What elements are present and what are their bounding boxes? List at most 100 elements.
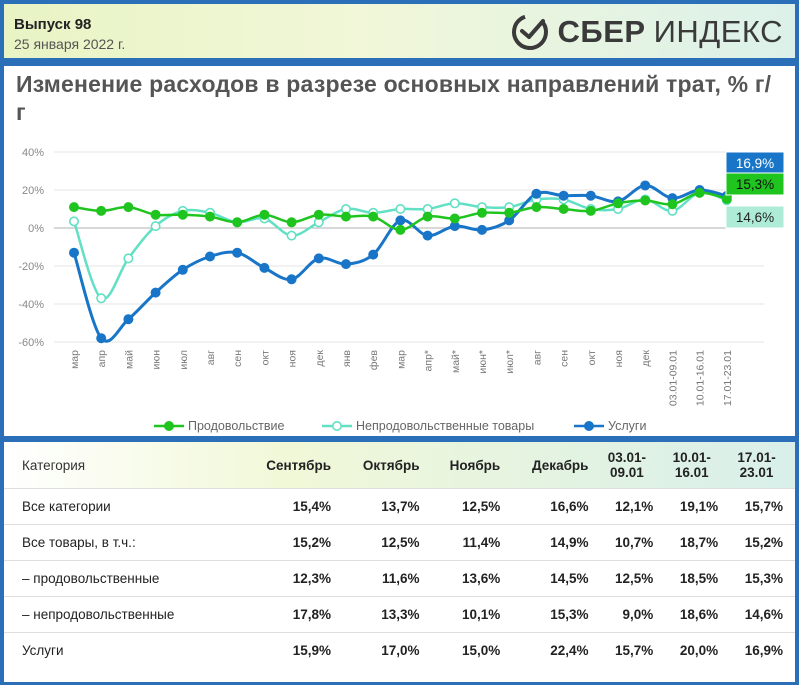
- x-tick-label: авг: [205, 350, 217, 365]
- data-point: [422, 230, 433, 241]
- data-point: [150, 209, 161, 220]
- y-tick-label: 0%: [28, 223, 44, 235]
- table-cell: 10,1%: [431, 596, 513, 633]
- line-chart: 40% 20% 0% -20% -40% -60% мар апр май июн июл авг с…: [18, 147, 785, 433]
- legend-marker: [583, 420, 594, 431]
- column-header: Ноябрь: [449, 457, 501, 473]
- row-label: Услуги: [4, 632, 244, 668]
- table-cell: 16,6%: [512, 488, 601, 525]
- y-tick-label: -20%: [18, 261, 44, 273]
- x-tick-label: июл*: [504, 350, 516, 374]
- sber-logo-icon: [511, 14, 548, 50]
- row-label: – непродовольственные: [4, 596, 244, 633]
- x-tick-label: апр: [96, 350, 108, 368]
- column-header: 17.01- 23.01: [737, 450, 776, 480]
- data-point: [340, 211, 351, 222]
- data-point: [313, 253, 324, 264]
- legend-marker: [164, 420, 175, 431]
- data-point: [368, 249, 379, 260]
- table-row: Все товары, в т.ч.: 15,2% 12,5% 11,4% 14,9% 1…: [4, 524, 795, 561]
- data-point: [504, 207, 515, 218]
- data-point: [531, 202, 542, 213]
- table-cell: 12,3%: [244, 560, 344, 597]
- data-point: [585, 190, 596, 201]
- table-cell: 11,4%: [431, 524, 513, 561]
- data-point: [558, 190, 569, 201]
- data-point: [340, 259, 351, 270]
- table-cell: 19,1%: [665, 488, 731, 525]
- logo-index-text: ИНДЕКС: [653, 14, 783, 49]
- table-cell: 20,0%: [665, 632, 731, 668]
- end-value-badge: [725, 172, 785, 196]
- chart-panel: 40% 20% 0% -20% -40% -60% мар апр май июн июл авг с…: [4, 66, 795, 436]
- data-point: [313, 209, 324, 220]
- table-cell: 15,7%: [730, 488, 795, 525]
- row-label: Все товары, в т.ч.:: [4, 524, 244, 561]
- x-tick-label: сен: [559, 350, 571, 367]
- table-cell: 15,0%: [431, 632, 513, 668]
- table-cell: 13,7%: [343, 488, 432, 525]
- data-point: [476, 224, 487, 235]
- table-cell: 15,2%: [244, 524, 344, 561]
- row-label: Все категории: [4, 488, 244, 525]
- x-tick-label: окт: [259, 350, 271, 366]
- table-cell: 13,6%: [431, 560, 513, 597]
- issue-date: 25 января 2022 г.: [14, 36, 126, 52]
- legend-label: Услуги: [608, 419, 646, 433]
- table-cell: 14,6%: [730, 596, 795, 633]
- table-cell: 18,6%: [665, 596, 731, 633]
- data-point: [205, 251, 216, 262]
- column-header: Октябрь: [362, 457, 420, 473]
- x-tick-label: июн: [151, 350, 163, 370]
- data-point: [368, 211, 379, 222]
- table-cell: 17,8%: [244, 596, 344, 633]
- data-point: [232, 247, 243, 258]
- x-tick-label: июл: [178, 350, 190, 370]
- data-point: [96, 205, 107, 216]
- data-point: [150, 287, 161, 298]
- end-value-label: 14,6%: [736, 210, 774, 225]
- end-value-badge: [725, 205, 785, 229]
- y-tick-label: -60%: [18, 337, 44, 349]
- table-cell: 15,2%: [730, 524, 795, 561]
- chart-title: Изменение расходов в разрезе основных на…: [16, 71, 772, 125]
- data-point: [449, 213, 460, 224]
- legend-label: Непродовольственные товары: [356, 419, 534, 433]
- table-cell: 9,0%: [600, 596, 666, 633]
- data-point: [259, 262, 270, 273]
- table-cell: 22,4%: [512, 632, 601, 668]
- x-tick-label: май*: [450, 350, 462, 373]
- table-cell: 17,0%: [343, 632, 432, 668]
- data-point: [667, 199, 678, 210]
- table-cell: 15,9%: [244, 632, 344, 668]
- x-tick-label: янв: [341, 350, 353, 367]
- table-cell: 18,5%: [665, 560, 731, 597]
- table-cell: 18,7%: [665, 524, 731, 561]
- data-point: [69, 216, 80, 227]
- x-tick-label: 03.01-09.01: [667, 350, 679, 406]
- table-cell: 15,3%: [512, 596, 601, 633]
- data-point: [205, 211, 216, 222]
- issue-number: Выпуск 98: [14, 16, 92, 33]
- x-tick-label: 10.01-16.01: [695, 350, 707, 406]
- table-row: Услуги 15,9% 17,0% 15,0% 22,4% 15,7% 20,0% 16,9…: [4, 632, 795, 668]
- data-point: [69, 247, 80, 258]
- y-tick-label: -40%: [18, 299, 44, 311]
- x-tick-label: окт: [586, 350, 598, 366]
- data-point: [476, 207, 487, 218]
- data-point: [150, 221, 161, 232]
- end-value-label: 15,3%: [736, 177, 774, 192]
- data-point: [177, 209, 188, 220]
- column-header: Декабрь: [532, 457, 589, 473]
- data-point: [123, 253, 134, 264]
- data-point: [395, 215, 406, 226]
- data-point: [640, 180, 651, 191]
- table-cell: 13,3%: [343, 596, 432, 633]
- data-table: Категория Сентябрь Октябрь Ноябрь Декабрь 03.…: [4, 442, 795, 668]
- table-row: Все категории 15,4% 13,7% 12,5% 16,6% 12,1% 19…: [4, 488, 795, 525]
- x-tick-label: 17.01-23.01: [722, 350, 734, 406]
- data-point: [640, 195, 651, 206]
- data-point: [449, 198, 460, 209]
- legend-marker: [331, 420, 342, 431]
- data-point: [585, 205, 596, 216]
